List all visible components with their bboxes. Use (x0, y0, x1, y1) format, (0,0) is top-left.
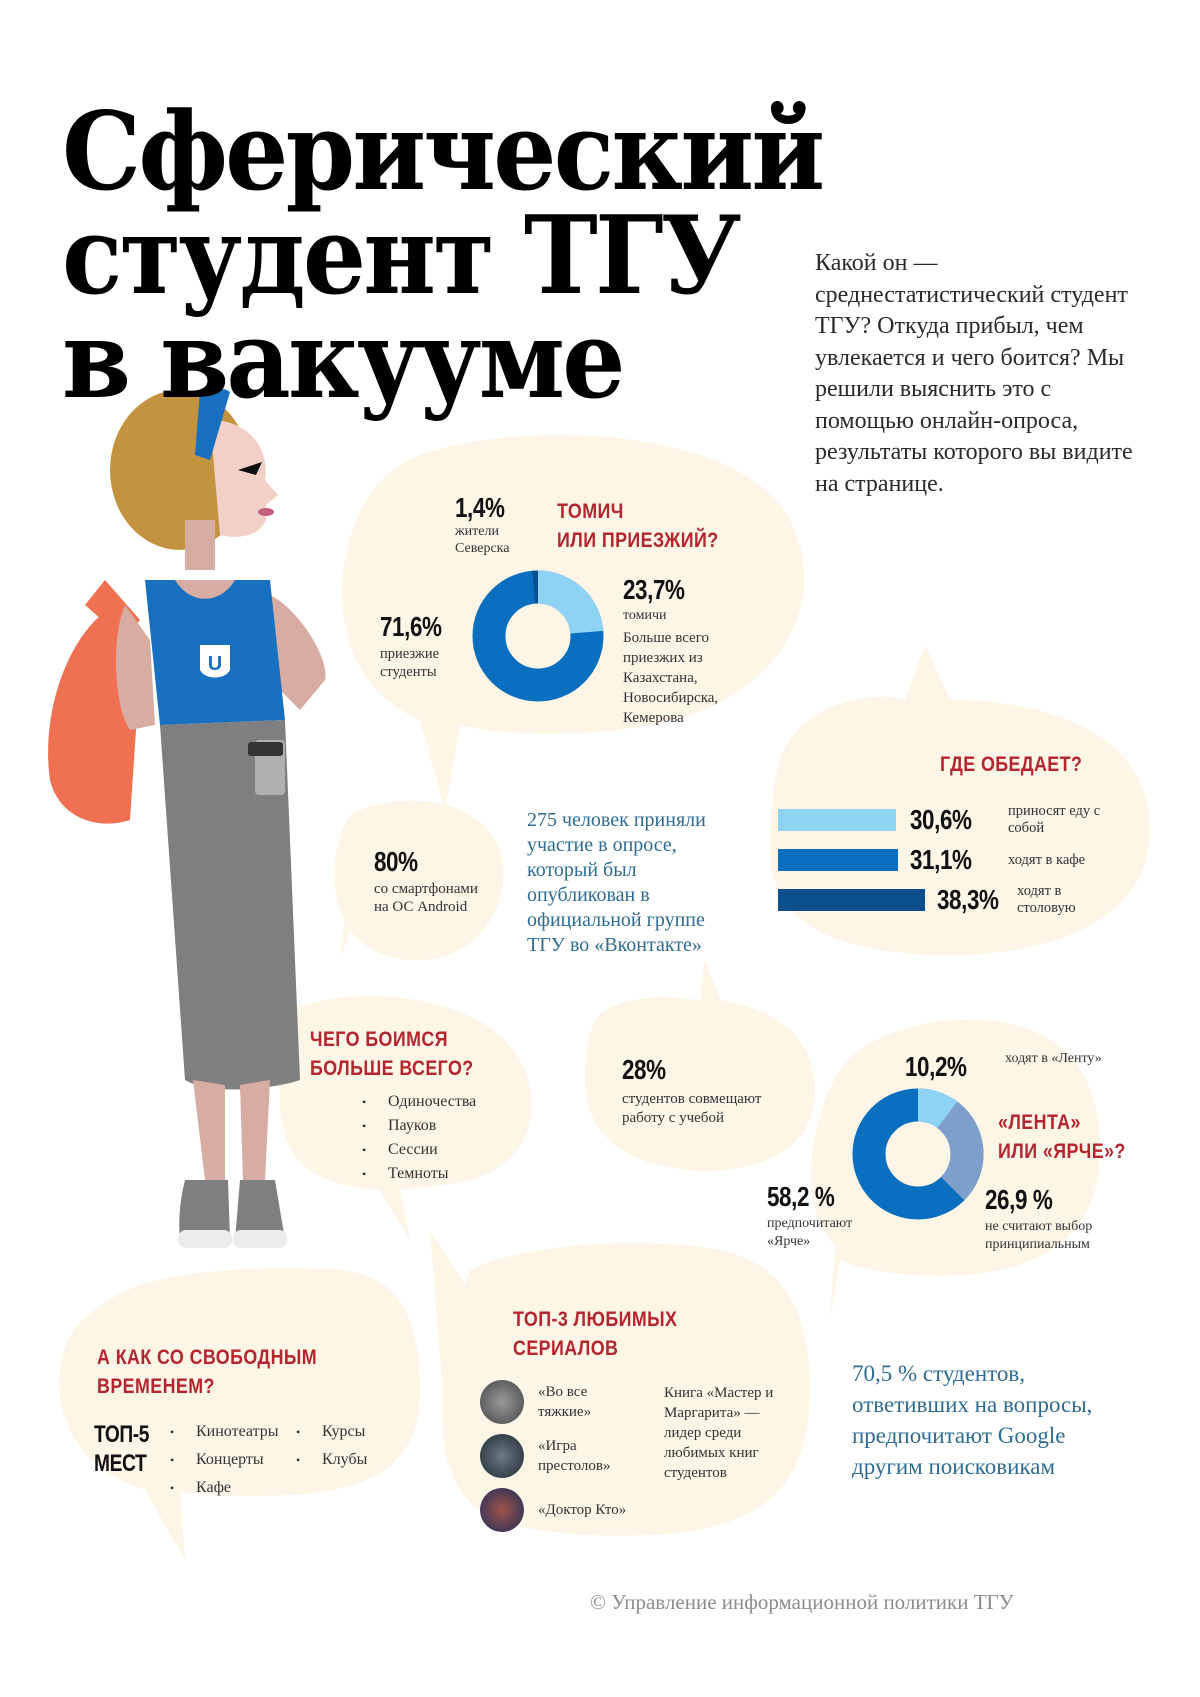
fears-heading: ЧЕГО БОИМСЯ БОЛЬШЕ ВСЕГО? (310, 1028, 474, 1080)
newcomers-value: 71,6% (380, 611, 442, 642)
page-title: Сферический студент ТГУ в вакууме (62, 89, 825, 423)
lenta-label: ходят в «Ленту» (1005, 1051, 1102, 1066)
fear-item: Сессии (362, 1138, 476, 1162)
free-time-item: Курсы (296, 1418, 367, 1446)
free-time-item: Концерты (170, 1446, 279, 1474)
title-line-1: Сферический (62, 89, 825, 215)
yarche-value: 58,2 % (767, 1181, 835, 1212)
series-heading: ТОП-3 ЛЮБИМЫХ СЕРИАЛОВ (513, 1308, 678, 1360)
stores-heading: «ЛЕНТА» ИЛИ «ЯРЧЕ»? (998, 1111, 1126, 1163)
newcomers-label: приезжие студенты (380, 646, 440, 680)
intro-text: Какой он — среднестатистический студент … (815, 250, 1133, 497)
top5-label: ТОП-5 МЕСТ (94, 1421, 150, 1477)
tomsk-note: Больше всего приезжих из Казахстана, Нов… (623, 630, 719, 726)
stores-donut-chart (852, 1088, 984, 1220)
lunch-bar (778, 809, 896, 831)
android-label: со смартфонами на ОС Android (374, 881, 478, 915)
seversk-value: 1,4% (455, 492, 505, 523)
lunch-bar (778, 889, 925, 911)
title-line-3: в вакууме (62, 297, 625, 423)
university-logo-icon (200, 645, 230, 678)
tomsk-value: 23,7% (623, 574, 685, 605)
svg-text:U: U (208, 653, 222, 675)
work-value: 28% (622, 1054, 666, 1085)
fear-item: Одиночества (362, 1090, 476, 1114)
book-note: Книга «Мастер и Маргарита» — лидер среди… (664, 1385, 774, 1481)
breaking-bad-thumbnail-icon (480, 1380, 524, 1424)
free-time-item: Клубы (296, 1446, 367, 1474)
free-time-heading: А КАК СО СВОБОДНЫМ ВРЕМЕНЕМ? (97, 1346, 318, 1398)
title-line-2: студент ТГУ (62, 193, 742, 319)
neutral-label: не считают выбор принципиальным (985, 1219, 1093, 1252)
lunch-bar (778, 849, 898, 871)
lunch-bar-chart: 30,6% приносят еду с собой 31,1% ходят в… (778, 800, 1158, 920)
lunch-row: 30,6% приносят еду с собой (778, 800, 1158, 840)
work-label: студентов совмещают работу с учебой (622, 1091, 762, 1126)
android-value: 80% (374, 846, 418, 877)
doctor-who-thumbnail-icon (480, 1488, 524, 1532)
free-time-list-col2: Курсы Клубы (296, 1418, 367, 1474)
lunch-heading: ГДЕ ОБЕДАЕТ? (940, 753, 1083, 776)
free-time-list-col1: Кинотеатры Концерты Кафе (170, 1418, 279, 1502)
free-time-item: Кафе (170, 1474, 279, 1502)
series-item: «Доктор Кто» (480, 1483, 640, 1537)
series-item: «Игра престолов» (480, 1429, 640, 1483)
game-of-thrones-thumbnail-icon (480, 1434, 524, 1478)
lenta-value: 10,2% (905, 1051, 967, 1082)
yarche-label: предпочитают «Ярче» (767, 1216, 853, 1249)
series-item: «Во все тяжкие» (480, 1375, 640, 1429)
lunch-row: 31,1% ходят в кафе (778, 840, 1158, 880)
seversk-label: жители Северска (455, 524, 510, 556)
lunch-row: 38,3% ходят в столовую (778, 880, 1158, 920)
fear-item: Пауков (362, 1114, 476, 1138)
neutral-value: 26,9 % (985, 1184, 1053, 1215)
tomsk-label: томичи (623, 608, 667, 623)
fears-list: Одиночества Пауков Сессии Темноты (362, 1090, 476, 1186)
survey-note: 275 человек приняли участие в опросе, ко… (527, 809, 706, 956)
series-list: «Во все тяжкие» «Игра престолов» «Доктор… (480, 1375, 640, 1537)
google-note: 70,5 % студентов, ответивших на вопросы,… (852, 1361, 1093, 1479)
student-illustration: U (48, 387, 326, 1248)
footer-copyright: © Управление информационной политики ТГУ (590, 1590, 1014, 1614)
origin-heading: ТОМИЧ ИЛИ ПРИЕЗЖИЙ? (557, 500, 719, 552)
origin-donut-chart (472, 570, 604, 702)
fear-item: Темноты (362, 1162, 476, 1186)
free-time-item: Кинотеатры (170, 1418, 279, 1446)
